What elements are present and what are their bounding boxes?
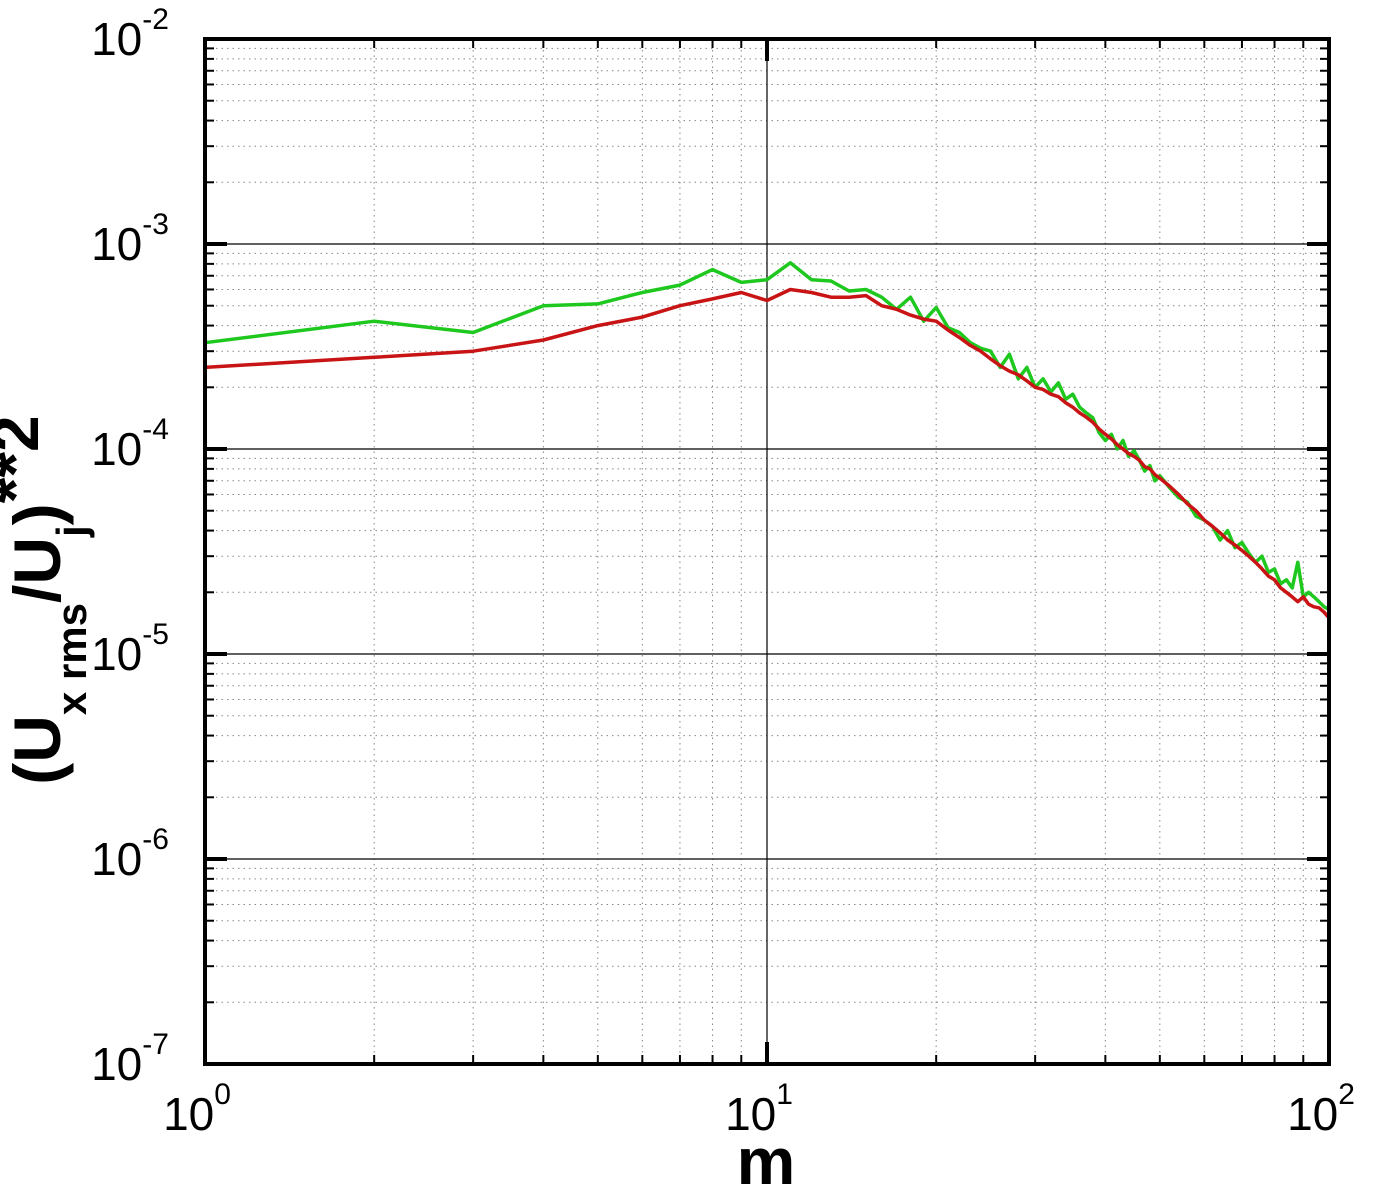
series-line-1 (204, 261, 1330, 611)
x-tick-label: 100 (163, 1078, 231, 1140)
y-tick-label: 10-6 (91, 823, 169, 885)
x-axis-title: m (737, 1124, 796, 1189)
y-tick-labels: 10-7 10-6 10-5 10-4 10-3 10-2 (91, 3, 169, 1090)
y-axis-title-slash: /U (0, 537, 74, 603)
y-tick-label: 10-3 (91, 208, 169, 270)
series-line-2 (204, 287, 1331, 620)
y-axis-title-sub-xrms: x rms (48, 603, 95, 715)
y-axis-title: (Ux rms/Uj)**2 (0, 415, 95, 784)
y-tick-label: 10-2 (91, 3, 169, 65)
y-axis-title-close: ) (0, 503, 74, 525)
y-tick-label: 10-4 (91, 413, 169, 475)
major-grid (205, 39, 1329, 1064)
y-tick-label: 10-5 (91, 618, 169, 680)
x-tick-labels: 100 101 102 (163, 1078, 1355, 1140)
series-layer (204, 261, 1331, 620)
y-axis-title-power: **2 (0, 415, 52, 503)
y-axis-title-sub-j: j (48, 525, 95, 538)
x-tick-label: 101 (725, 1078, 793, 1140)
plot-frame (203, 37, 1331, 1066)
y-axis-title-open: (U (0, 715, 74, 785)
y-tick-label: 10-7 (91, 1028, 169, 1090)
x-tick-label: 102 (1287, 1078, 1355, 1140)
